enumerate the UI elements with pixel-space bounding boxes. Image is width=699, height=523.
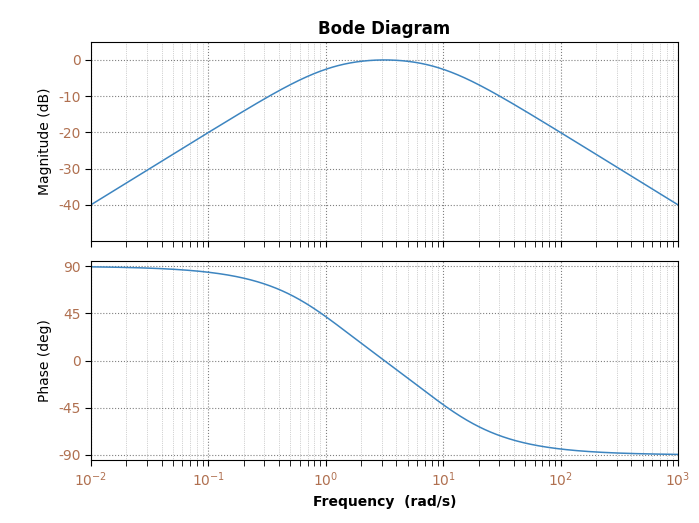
Y-axis label: Phase (deg): Phase (deg) bbox=[38, 319, 52, 402]
Title: Bode Diagram: Bode Diagram bbox=[318, 19, 451, 38]
Y-axis label: Magnitude (dB): Magnitude (dB) bbox=[38, 88, 52, 195]
X-axis label: Frequency  (rad/s): Frequency (rad/s) bbox=[312, 495, 456, 509]
